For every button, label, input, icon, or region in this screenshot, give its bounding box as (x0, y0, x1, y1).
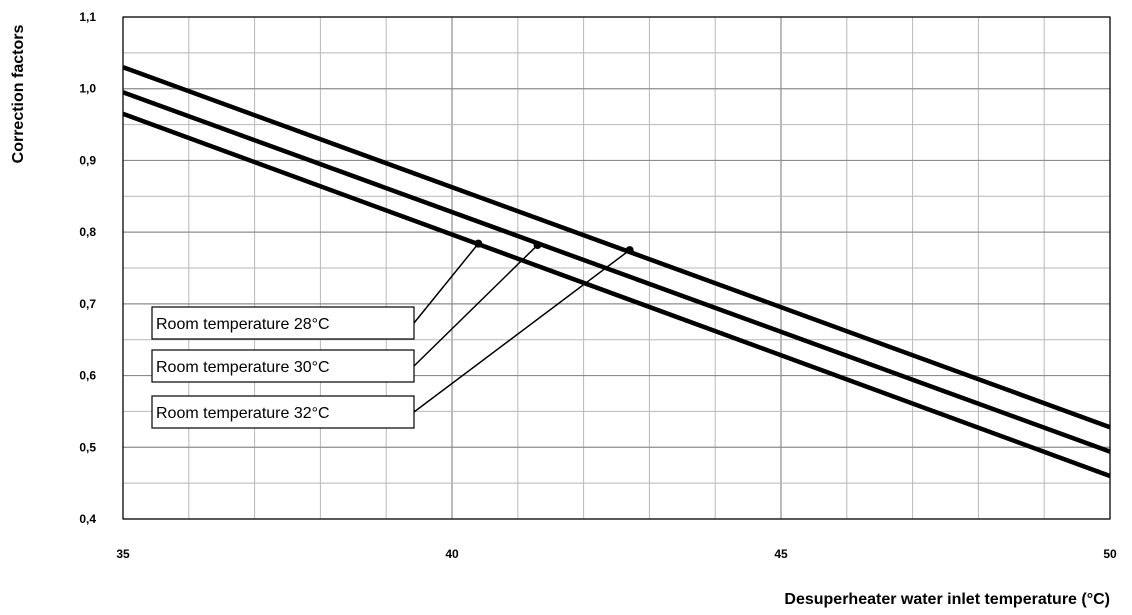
x-tick-label: 35 (116, 547, 130, 561)
x-axis-title: Desuperheater water inlet temperature (°… (784, 591, 1110, 608)
y-tick-label: 0,6 (79, 369, 96, 383)
series-line-2 (122, 90, 1111, 454)
legend-label: Room temperature 30°C (156, 359, 330, 376)
legend-label: Room temperature 32°C (156, 405, 330, 422)
leader-line (413, 243, 479, 324)
series-line-1 (122, 65, 1111, 430)
x-tick-label: 45 (774, 547, 788, 561)
leader-line (413, 249, 631, 413)
legend-label: Room temperature 28°C (156, 316, 330, 333)
y-tick-label: 1,1 (79, 10, 96, 24)
y-tick-label: 0,5 (79, 440, 96, 454)
y-tick-label: 0,7 (79, 297, 96, 311)
annotations: Room temperature 28°C Room temperature 30… (151, 239, 634, 429)
series-lines (122, 65, 1111, 479)
legend-box (151, 395, 415, 429)
y-tick-label: 0,9 (79, 153, 96, 167)
legend-box (151, 349, 415, 383)
grid (122, 16, 1111, 520)
series-line-3 (122, 111, 1111, 479)
leader-dot (474, 239, 483, 248)
leader-dot (625, 246, 634, 255)
y-tick-label: 1,0 (79, 82, 96, 96)
y-tick-label: 0,4 (79, 512, 96, 526)
leader-dot (533, 241, 542, 250)
leader-line (413, 244, 539, 367)
y-tick-label: 0,8 (79, 225, 96, 239)
x-tick-label: 50 (1103, 547, 1117, 561)
y-axis-title: Correction factors (10, 25, 27, 164)
x-tick-label: 40 (445, 547, 459, 561)
axis-ticks: 0,4 0,5 0,6 0,7 0,8 0,9 1,0 1,1 35 40 45 50 (79, 10, 1117, 561)
legend-box (151, 306, 415, 340)
plot-frame (122, 16, 1111, 520)
